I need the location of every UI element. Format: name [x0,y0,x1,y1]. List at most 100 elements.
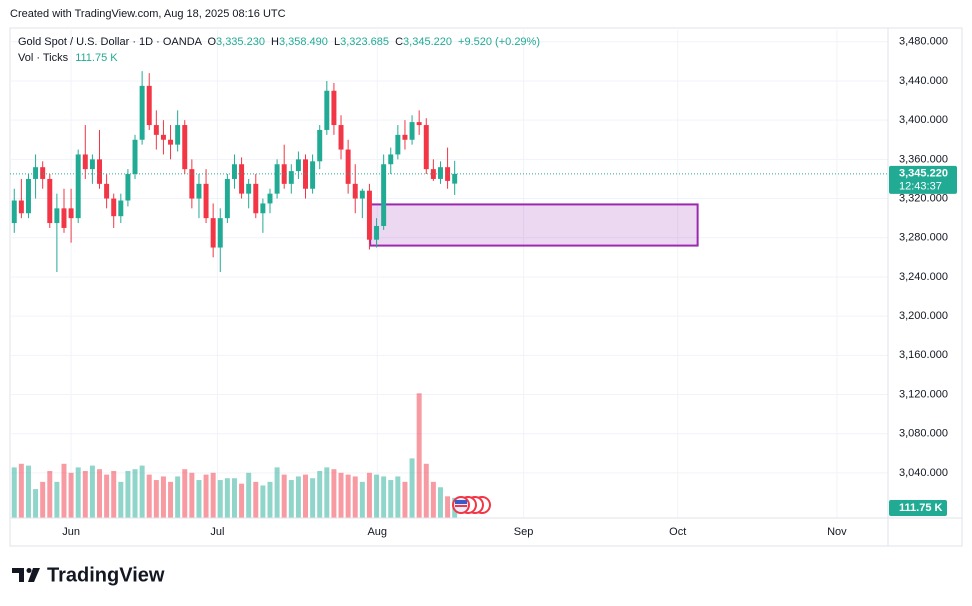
volume-bar [89,465,95,518]
x-tick-label: Aug [367,526,387,538]
logo-text: TradingView [47,564,165,586]
volume-bar [303,474,308,518]
logo: TradingView [12,564,165,586]
symbol: Gold Spot / U.S. Dollar · 1D · OANDA [18,36,203,48]
candle-body [104,183,110,199]
flag-part [455,505,467,507]
y-tick-label: 3,120.000 [899,388,948,400]
close-value: 3,345.220 [403,36,452,48]
volume-bar [395,476,401,518]
x-tick-label: Oct [669,526,686,538]
y-tick-label: 3,240.000 [899,271,948,283]
volume-bar [75,467,81,518]
volume-bar [153,480,159,518]
volume-bar [203,474,209,518]
candle-body [132,139,138,175]
volume-bar [217,480,223,518]
volume-bar [189,472,195,518]
volume-bar [125,471,131,518]
candle-body [274,164,280,194]
candle-body [310,161,316,189]
volume-bar [210,472,216,518]
candle-body [231,164,237,179]
created-note: Created with TradingView.com, Aug 18, 20… [10,8,286,20]
candle-body [409,122,415,140]
candle-body [25,178,31,214]
candle-body [445,167,451,181]
open-value: 3,335.230 [216,36,265,48]
candle-body [18,200,24,214]
candle-body [359,190,365,199]
y-tick-label: 3,040.000 [899,467,948,479]
last-price-tag [889,165,957,194]
candle-body [68,208,74,219]
last-price-label: 3,345.220 [899,168,948,180]
low-value: 3,323.685 [340,36,389,48]
candle-body [61,208,67,228]
candle-body [160,134,166,140]
volume-bar [97,469,102,518]
volume-bar [345,474,351,518]
volume-bar [366,472,372,518]
candle-body [338,125,344,150]
volume-bar [146,474,152,518]
volume-bar [82,471,88,518]
candle-body [175,125,181,145]
y-tick-label: 3,400.000 [899,114,948,126]
volume-bar [423,463,429,518]
change: +9.520 (+0.29%) [458,36,540,48]
candle-body [374,225,380,240]
volume-bar [310,478,316,518]
volume-bar [402,481,408,518]
volume-bar [338,472,344,518]
volume-tag-label: 111.75 K [899,502,942,514]
event-icons [452,496,491,514]
candle-body [452,173,458,184]
volume-bar [25,465,31,518]
candle-body [82,154,88,170]
volume-bar [253,481,259,518]
volume-bar [437,487,443,518]
y-tick-label: 3,440.000 [899,75,948,87]
candle-body [303,159,308,189]
volume-bar [182,469,188,518]
open-key: O [207,36,216,48]
volume-bar [324,467,330,518]
candle-body [97,159,102,184]
volume-bar [288,480,294,518]
candle-body [345,149,351,184]
candle-body [224,178,230,219]
volume-bar [281,474,287,518]
candle-body [395,134,401,155]
candle-body [75,154,81,219]
volume-bar [61,463,67,518]
candle-body [111,198,117,217]
candle-body [47,178,53,224]
countdown: 12:43:37 [899,181,942,193]
candle-body [168,139,174,145]
volume-bar [331,469,337,518]
volume-bar [260,485,266,518]
volume-bar [359,481,365,518]
volume-bar [430,481,436,518]
volume-bar [111,471,117,518]
candle-body [203,183,209,219]
candle-body [416,122,422,126]
volume-bar [274,467,280,518]
candle-body [40,167,46,179]
volume-bar [54,481,60,518]
volume-legend: Vol · Ticks 111.75 K [18,52,118,64]
logo-mark [12,568,24,582]
volume-tag [889,500,947,516]
volume-bar [18,463,24,518]
candle-body [295,159,301,172]
candle-body [253,183,259,214]
plot [10,30,888,518]
volume-bar [11,467,17,518]
zone [369,203,699,247]
candle-body [54,208,60,224]
volume-bar [224,478,230,518]
x-tick-label: Jun [62,526,80,538]
volume-bar [246,472,252,518]
